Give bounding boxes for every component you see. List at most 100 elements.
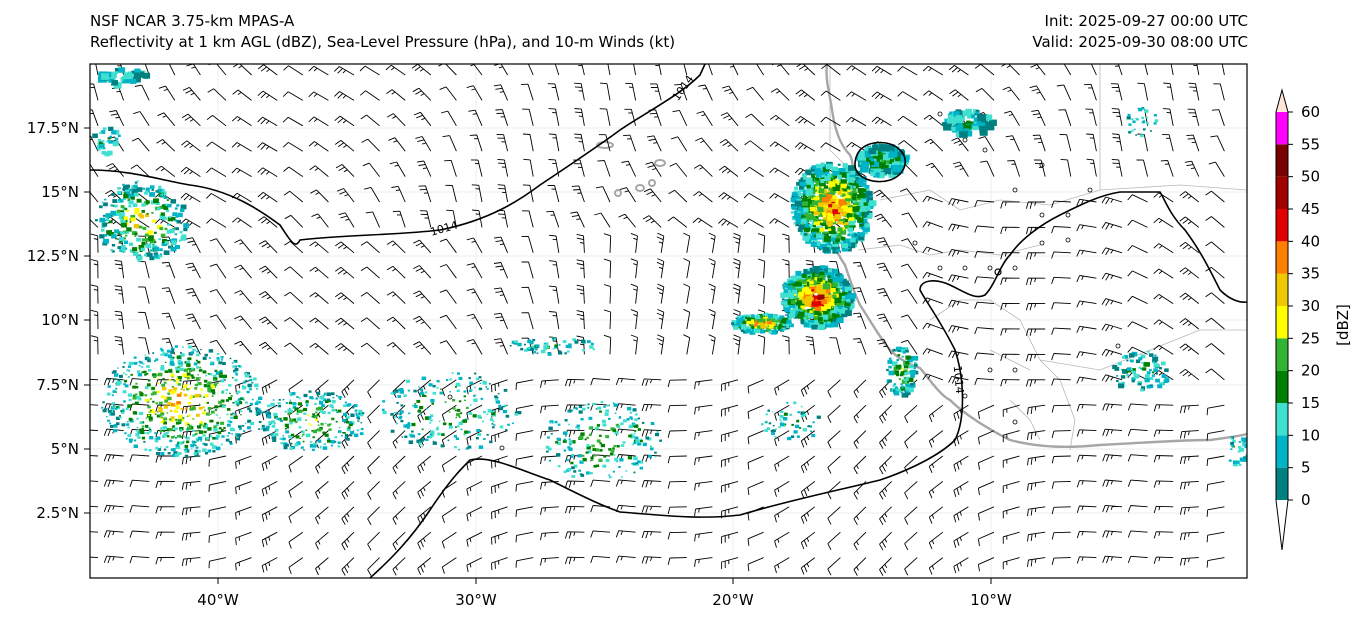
reflectivity-cell (809, 227, 813, 231)
reflectivity-cell (580, 474, 585, 477)
reflectivity-cell (864, 156, 871, 162)
reflectivity-cell (195, 408, 197, 410)
reflectivity-cell (1146, 384, 1152, 389)
reflectivity-cell (196, 413, 200, 417)
wind-barb (564, 556, 585, 565)
wind-barb (182, 86, 201, 101)
reflectivity-cell (172, 387, 177, 391)
wind-barb (948, 299, 969, 308)
reflectivity-cell (289, 447, 294, 450)
reflectivity-cell (200, 348, 202, 351)
wind-barb (974, 250, 995, 259)
reflectivity-cell (130, 73, 134, 77)
wind-barb (1210, 135, 1225, 152)
reflectivity-cell (163, 206, 169, 210)
colorbar-tick-label: 25 (1301, 329, 1320, 347)
reflectivity-cell (178, 415, 183, 419)
reflectivity-cell (176, 401, 181, 405)
reflectivity-cell (1136, 118, 1139, 120)
reflectivity-cell (204, 394, 209, 398)
reflectivity-cell (862, 226, 870, 232)
reflectivity-cell (446, 379, 449, 381)
wind-barb (497, 184, 509, 203)
reflectivity-cell (194, 444, 197, 447)
wind-barb (138, 337, 150, 355)
reflectivity-cell (809, 220, 812, 223)
wind-barb (897, 66, 918, 76)
reflectivity-cell (870, 171, 876, 176)
wind-barb (721, 404, 739, 417)
wind-barb (1084, 83, 1097, 101)
reflectivity-cell (324, 392, 326, 395)
wind-barb (497, 158, 509, 177)
reflectivity-cell (809, 199, 815, 205)
reflectivity-cell (181, 416, 185, 420)
wind-barb (904, 557, 918, 576)
reflectivity-cell (1155, 378, 1160, 383)
reflectivity-cell (796, 435, 800, 438)
reflectivity-cell (1166, 377, 1169, 380)
wind-barb (733, 334, 741, 355)
wind-barb (800, 557, 816, 575)
wind-barb (757, 258, 766, 279)
reflectivity-cell (355, 412, 358, 414)
reflectivity-cell (231, 433, 233, 435)
reflectivity-cell (813, 183, 817, 187)
reflectivity-cell (146, 383, 151, 387)
reflectivity-cell (175, 406, 180, 410)
reflectivity-cell (806, 184, 811, 189)
reflectivity-cell (748, 327, 752, 330)
reflectivity-cell (820, 271, 825, 276)
reflectivity-cell (741, 321, 747, 327)
reflectivity-cell (169, 239, 172, 241)
reflectivity-cell (283, 446, 288, 450)
reflectivity-cell (164, 241, 169, 245)
reflectivity-cell (887, 159, 893, 164)
reflectivity-cell (285, 430, 290, 434)
reflectivity-cell (645, 436, 650, 440)
reflectivity-cell (381, 408, 385, 411)
reflectivity-cell (836, 221, 840, 225)
reflectivity-cell (277, 418, 280, 421)
reflectivity-cell (114, 407, 118, 410)
reflectivity-cell (337, 445, 341, 448)
reflectivity-cell (832, 195, 838, 199)
reflectivity-cell (299, 437, 302, 440)
wind-barb (103, 403, 124, 411)
reflectivity-cell (244, 374, 249, 378)
reflectivity-cell (633, 432, 636, 435)
reflectivity-cell (184, 450, 188, 453)
reflectivity-cell (540, 349, 546, 354)
wind-barb (718, 192, 739, 203)
reflectivity-cell (813, 220, 820, 226)
wind-barb (258, 240, 278, 254)
reflectivity-cell (143, 440, 146, 443)
reflectivity-cell (315, 418, 319, 422)
wind-calm-marker (1065, 212, 1071, 218)
wind-barb (206, 218, 227, 228)
reflectivity-cell (292, 402, 297, 406)
reflectivity-cell (117, 379, 121, 382)
wind-barb (337, 188, 355, 203)
reflectivity-cell (179, 367, 184, 372)
reflectivity-cell (190, 387, 192, 389)
reflectivity-cell (784, 307, 791, 312)
reflectivity-cell (795, 270, 802, 276)
reflectivity-cell (796, 300, 803, 305)
map-frame (89, 63, 1248, 579)
wind-barb (1101, 272, 1123, 281)
reflectivity-cell (172, 212, 178, 217)
reflectivity-cell (102, 222, 108, 227)
reflectivity-cell (108, 140, 113, 144)
reflectivity-cell (840, 206, 848, 213)
reflectivity-cell (832, 319, 837, 322)
reflectivity-cell (809, 280, 814, 285)
reflectivity-cell (301, 435, 304, 437)
reflectivity-cell (1161, 374, 1167, 378)
wind-barb (622, 134, 637, 152)
reflectivity-cell (639, 466, 643, 470)
colorbar-over-extend (1276, 90, 1288, 112)
wind-barb (633, 64, 637, 76)
reflectivity-cell (462, 419, 467, 423)
reflectivity-cell (170, 246, 177, 252)
